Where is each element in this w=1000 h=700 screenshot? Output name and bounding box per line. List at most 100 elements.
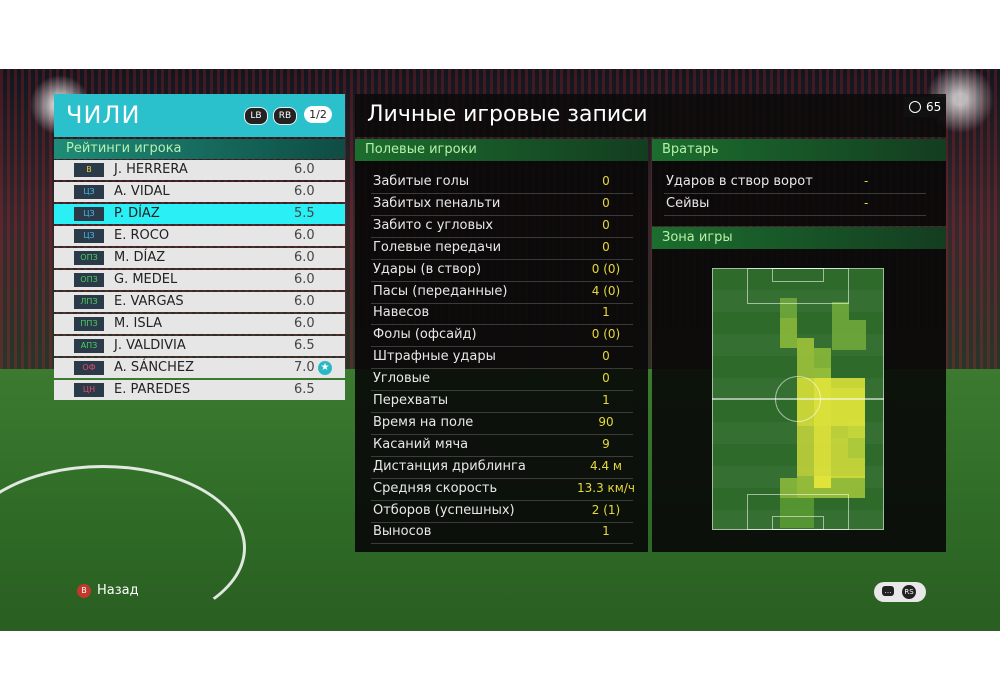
stat-label: Удары (в створ) — [373, 261, 482, 277]
heatmap-cell — [780, 478, 797, 498]
back-label[interactable]: Назад — [97, 583, 139, 598]
player-rating: 6.0 — [294, 272, 315, 287]
clock-icon — [909, 101, 921, 113]
stat-label: Пасы (переданные) — [373, 283, 508, 299]
stat-label: Навесов — [373, 305, 430, 321]
rb-button-icon[interactable]: RB — [273, 107, 297, 125]
stat-row: Время на поле 90 — [371, 412, 633, 435]
stat-label: Выносов — [373, 524, 432, 540]
player-rating: 6.0 — [294, 316, 315, 331]
stat-value: - — [864, 174, 869, 188]
stat-row: Выносов 1 — [371, 521, 633, 545]
player-row[interactable]: ППЗ M. ISLA 6.0 — [54, 314, 345, 334]
position-badge: ОФ — [74, 361, 104, 375]
player-rating: 6.5 — [294, 338, 315, 353]
ratings-title: Рейтинги игрока — [66, 141, 182, 156]
match-timer: 65 — [904, 97, 946, 117]
heatmap-top-goal-area — [772, 268, 824, 282]
team-header: ЧИЛИ LB RB 1/2 — [54, 94, 345, 137]
player-row[interactable]: ЦН E. PAREDES 6.5 — [54, 380, 345, 400]
player-row[interactable]: ЦЗ P. DÍAZ 5.5 — [54, 204, 345, 224]
stat-row: Забито с угловых 0 — [371, 215, 633, 238]
stat-label: Штрафные удары — [373, 349, 496, 365]
player-name: J. HERRERA — [114, 162, 188, 177]
position-badge: ЦН — [74, 383, 104, 397]
b-button-icon[interactable]: B — [77, 584, 91, 598]
chat-icon[interactable]: … — [882, 586, 894, 596]
goalkeeper-header: Вратарь — [652, 139, 946, 161]
rs-button-icon[interactable]: RS — [902, 585, 916, 599]
stat-value: 0 — [602, 349, 610, 364]
stat-label: Отборов (успешных) — [373, 502, 515, 518]
stat-label: Голевые передачи — [373, 239, 502, 255]
chat-control[interactable]: … RS — [874, 582, 926, 602]
zone-title: Зона игры — [662, 230, 733, 245]
stat-row: Голевые передачи 0 — [371, 237, 633, 260]
player-name: E. PAREDES — [114, 382, 191, 397]
player-row[interactable]: ЦЗ A. VIDAL 6.0 — [54, 182, 345, 202]
stat-row: Пасы (переданные) 4 (0) — [371, 281, 633, 304]
position-badge: В — [74, 163, 104, 177]
stat-value: 1 — [602, 524, 610, 539]
stat-row: Фолы (офсайд) 0 (0) — [371, 324, 633, 348]
heatmap-cell — [797, 426, 814, 476]
player-name: E. VARGAS — [114, 294, 184, 309]
position-badge: ЦЗ — [74, 185, 104, 199]
player-name: M. ISLA — [114, 316, 163, 331]
stat-value: 0 — [602, 371, 610, 386]
heatmap-cell — [832, 302, 849, 320]
stat-row: Забитых пенальти 0 — [371, 193, 633, 216]
heatmap-bottom-goal-area — [772, 516, 824, 530]
stat-label: Время на поле — [373, 414, 474, 430]
stat-label: Забитые голы — [373, 174, 470, 189]
player-row[interactable]: ОПЗ M. DÍAZ 6.0 — [54, 248, 345, 268]
player-name: J. VALDIVIA — [114, 338, 186, 353]
player-rating: 7.0 — [294, 360, 315, 375]
page-indicator: 1/2 — [304, 106, 332, 123]
player-row[interactable]: ОПЗ G. MEDEL 6.0 — [54, 270, 345, 290]
player-name: M. DÍAZ — [114, 250, 166, 265]
stat-value: 13.3 км/ч — [577, 480, 635, 495]
stat-value: 2 (1) — [591, 502, 621, 517]
stat-value: 0 — [602, 174, 610, 188]
player-name: G. MEDEL — [114, 272, 178, 287]
position-badge: ОПЗ — [74, 273, 104, 287]
player-row[interactable]: В J. HERRERA 6.0 — [54, 160, 345, 180]
goalkeeper-stats: Ударов в створ ворот - Сейвы - — [652, 161, 946, 226]
goalkeeper-title: Вратарь — [662, 142, 719, 157]
stat-value: 0 — [602, 239, 610, 254]
player-list: В J. HERRERA 6.0 ЦЗ A. VIDAL 6.0 ЦЗ P. DÍAZ 5.5 Ц… — [54, 160, 345, 402]
player-name: E. ROCO — [114, 228, 170, 243]
player-row[interactable]: АПЗ J. VALDIVIA 6.5 — [54, 336, 345, 356]
position-badge: ОПЗ — [74, 251, 104, 265]
stat-value: 0 — [602, 217, 610, 232]
stat-value: 9 — [602, 436, 610, 451]
stat-row: Перехваты 1 — [371, 390, 633, 413]
ratings-header: Рейтинги игрока — [54, 139, 345, 159]
stat-value: 4.4 м — [590, 458, 622, 473]
player-row[interactable]: ОФ A. SÁNCHEZ 7.0 ★ — [54, 358, 345, 378]
stat-value: 0 (0) — [591, 261, 621, 276]
gk-stat-row: Сейвы - — [664, 193, 926, 216]
heatmap-cell — [814, 348, 831, 378]
stat-label: Сейвы — [666, 196, 710, 211]
player-row[interactable]: ЛПЗ E. VARGAS 6.0 — [54, 292, 345, 312]
pitch-line — [0, 465, 246, 631]
heatmap-center-circle — [775, 376, 821, 422]
stat-value: 90 — [598, 414, 614, 429]
position-badge: ЦЗ — [74, 207, 104, 221]
position-badge: ЛПЗ — [74, 295, 104, 309]
stat-row: Отборов (успешных) 2 (1) — [371, 500, 633, 523]
stat-value: - — [864, 196, 869, 210]
player-rating: 5.5 — [294, 206, 315, 221]
lb-button-icon[interactable]: LB — [244, 107, 268, 125]
stat-row: Дистанция дриблинга 4.4 м — [371, 456, 633, 479]
stat-label: Фолы (офсайд) — [373, 327, 477, 343]
stat-label: Забито с угловых — [373, 217, 494, 233]
player-rating: 6.5 — [294, 382, 315, 397]
page-title: Личные игровые записи — [367, 102, 648, 127]
player-row[interactable]: ЦЗ E. ROCO 6.0 — [54, 226, 345, 246]
stat-label: Забитых пенальти — [373, 195, 501, 211]
stat-value: 4 (0) — [591, 283, 621, 298]
stat-label: Перехваты — [373, 393, 449, 408]
